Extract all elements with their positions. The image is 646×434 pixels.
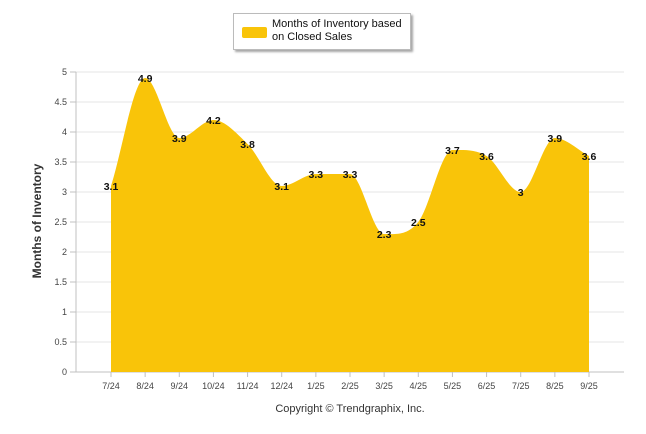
y-tick-label: 1.5 [54, 277, 67, 287]
y-tick-label: 4 [62, 127, 67, 137]
legend-swatch [242, 27, 267, 38]
x-tick-label: 8/24 [136, 381, 154, 391]
y-tick-label: 1 [62, 307, 67, 317]
x-tick-label: 9/25 [580, 381, 598, 391]
data-label: 3.1 [274, 181, 289, 193]
data-label: 3.7 [445, 145, 460, 157]
data-label: 3.9 [548, 133, 563, 145]
legend[interactable]: Months of Inventory based on Closed Sale… [233, 13, 411, 50]
y-tick-label: 3 [62, 187, 67, 197]
x-tick-label: 10/24 [202, 381, 225, 391]
y-tick-label: 3.5 [54, 157, 67, 167]
data-label: 3 [518, 187, 524, 199]
x-tick-label: 4/25 [410, 381, 428, 391]
x-tick-label: 2/25 [341, 381, 359, 391]
data-label: 3.6 [582, 151, 597, 163]
y-tick-label: 0 [62, 367, 67, 377]
data-label: 2.5 [411, 217, 426, 229]
data-label: 3.3 [343, 169, 358, 181]
x-tick-label: 5/25 [444, 381, 462, 391]
x-axis-ticks: 7/24 8/24 9/24 10/24 11/24 12/24 1/25 2/25 3/25 4… [102, 372, 598, 391]
y-tick-label: 0.5 [54, 337, 67, 347]
data-label: 4.9 [138, 73, 153, 85]
data-label: 3.9 [172, 133, 187, 145]
x-tick-label: 7/25 [512, 381, 530, 391]
data-label: 3.1 [104, 181, 119, 193]
x-tick-label: 11/24 [237, 381, 259, 391]
x-tick-label: 1/25 [307, 381, 325, 391]
y-tick-label: 5 [62, 67, 67, 77]
y-axis-title: Months of Inventory [30, 163, 44, 279]
y-tick-label: 2.5 [54, 217, 67, 227]
x-tick-label: 3/25 [375, 381, 393, 391]
y-tick-label: 4.5 [54, 97, 67, 107]
area-series [111, 78, 589, 372]
copyright-text: Copyright © Trendgraphix, Inc. [275, 403, 425, 415]
x-tick-label: 9/24 [171, 381, 189, 391]
area-fill [111, 78, 589, 372]
y-axis-ticks: 0 0.5 1 1.5 2 2.5 3 3.5 4 4.5 5 [54, 67, 67, 377]
x-tick-label: 7/24 [102, 381, 120, 391]
data-label: 4.2 [206, 115, 221, 127]
data-label: 2.3 [377, 229, 392, 241]
data-labels: 3.1 4.9 3.9 4.2 3.8 3.1 3.3 3.3 2.3 2.5 3.7 3.6 3 3.9… [104, 73, 597, 241]
x-tick-label: 12/24 [270, 381, 293, 391]
data-label: 3.3 [309, 169, 324, 181]
data-label: 3.6 [479, 151, 494, 163]
data-label: 3.8 [240, 139, 255, 151]
legend-label: Months of Inventory based on Closed Sale… [272, 18, 402, 43]
x-tick-label: 8/25 [546, 381, 564, 391]
y-tick-label: 2 [62, 247, 67, 257]
x-tick-label: 6/25 [478, 381, 496, 391]
